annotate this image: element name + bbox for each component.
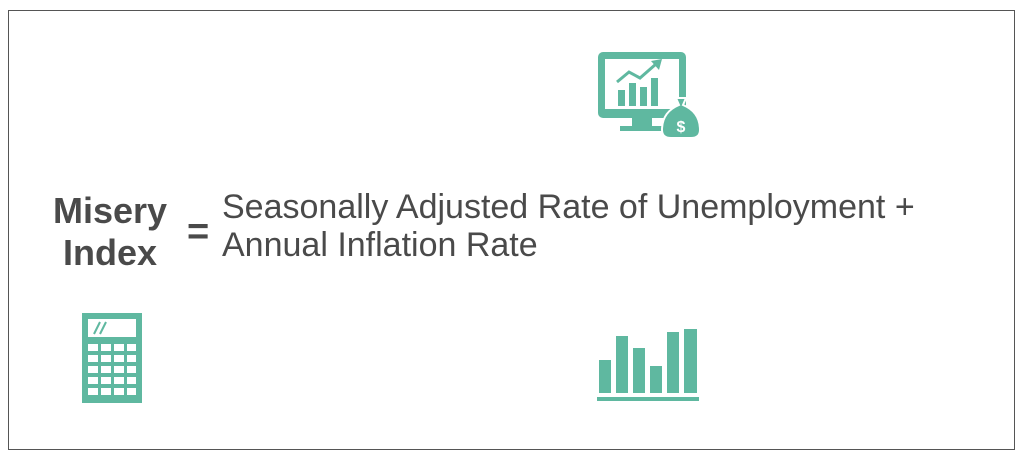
misery-index-label: Misery Index: [30, 190, 190, 274]
svg-text:$: $: [677, 119, 686, 136]
monitor-chart-money-bag-icon: $: [598, 52, 702, 139]
formula-expression: Seasonally Adjusted Rate of Unemployment…: [222, 188, 915, 264]
bar-chart-icon: [597, 329, 699, 401]
lhs-line-1: Misery: [52, 190, 168, 231]
calculator-icon: [82, 313, 142, 403]
rhs-line-1: Seasonally Adjusted Rate of Unemployment…: [222, 188, 915, 226]
formula-card: [8, 10, 1015, 450]
rhs-line-2: Annual Inflation Rate: [222, 226, 538, 264]
lhs-line-2: Index: [62, 232, 158, 273]
equals-sign: =: [187, 211, 210, 253]
